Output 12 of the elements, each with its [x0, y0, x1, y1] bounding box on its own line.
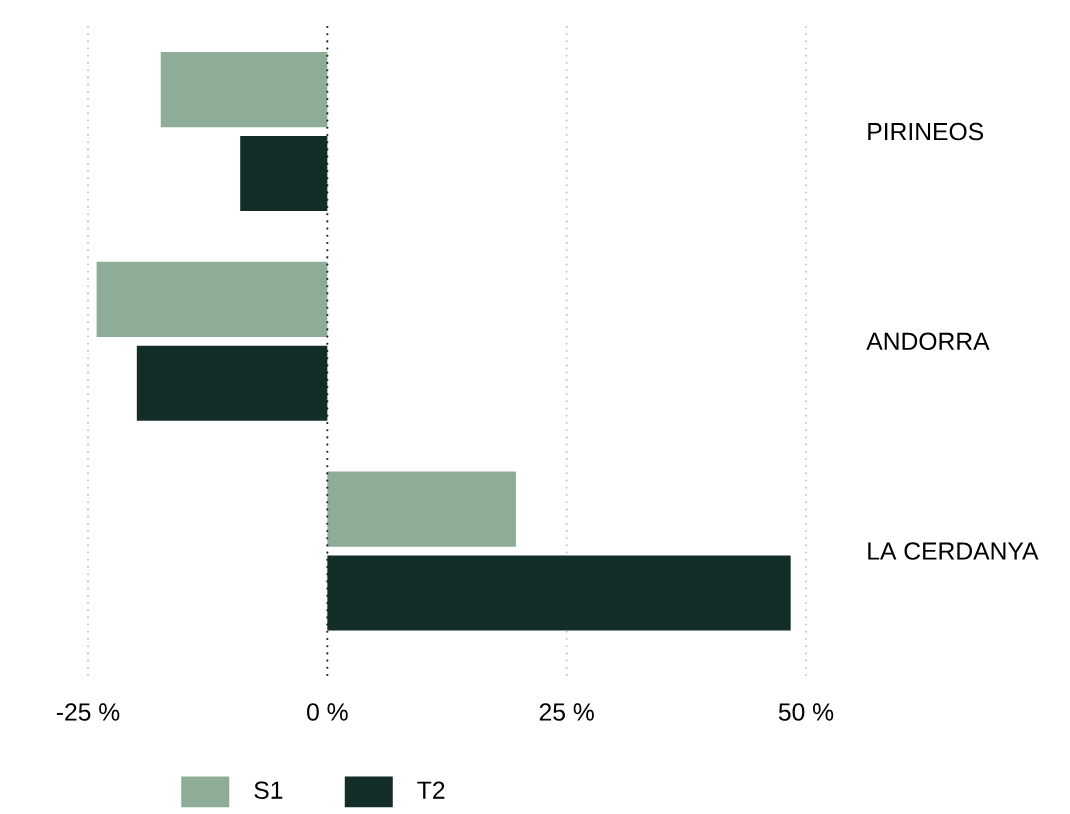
y-tick-label: LA CERDANYA	[868, 542, 1039, 560]
legend-label: T2	[417, 781, 445, 799]
x-tick-label: 50 %	[778, 703, 834, 721]
y-tick-label: ANDORRA	[866, 332, 990, 351]
legend-label: S1	[254, 781, 283, 799]
bar	[160, 52, 328, 128]
x-tick-label: -25 %	[56, 703, 120, 721]
bar	[327, 471, 516, 547]
bar	[96, 261, 328, 337]
x-tick-label: 25 %	[539, 703, 594, 721]
x-tick-label: 0 %	[307, 703, 348, 721]
y-tick-label: PIRINEOS	[868, 122, 984, 141]
